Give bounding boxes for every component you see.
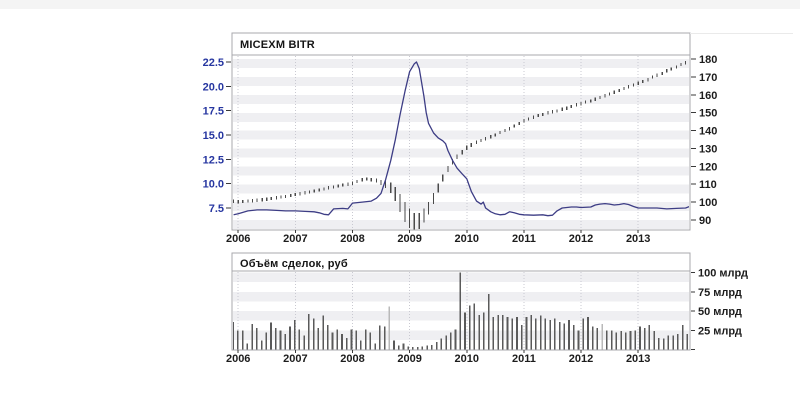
svg-text:22.5: 22.5: [203, 57, 224, 69]
svg-text:120: 120: [699, 161, 717, 173]
svg-text:100: 100: [699, 197, 717, 209]
volume-chart-title: Объём сделок, руб: [240, 258, 348, 270]
svg-text:170: 170: [699, 72, 717, 84]
svg-text:2007: 2007: [283, 353, 307, 365]
svg-text:2006: 2006: [226, 233, 250, 245]
svg-text:20.0: 20.0: [203, 81, 224, 93]
svg-text:17.5: 17.5: [203, 106, 224, 118]
svg-text:160: 160: [699, 90, 717, 102]
svg-text:7.5: 7.5: [209, 203, 224, 215]
svg-text:2011: 2011: [512, 353, 536, 365]
year-axis: 2006 2006 2007 2007 2008 2008 2009 2009 2010 2010…: [226, 230, 650, 365]
svg-text:2010: 2010: [455, 233, 479, 245]
svg-text:140: 140: [699, 126, 717, 138]
page-top-strip: [0, 0, 800, 9]
svg-text:15.0: 15.0: [203, 130, 224, 142]
svg-text:180: 180: [699, 54, 717, 66]
svg-text:2012: 2012: [569, 233, 593, 245]
svg-text:2013: 2013: [626, 353, 650, 365]
svg-text:50 млрд: 50 млрд: [698, 306, 742, 318]
panel-frames: [231, 32, 793, 351]
rate-line-series: [233, 61, 689, 217]
svg-text:25 млрд: 25 млрд: [698, 325, 742, 337]
svg-text:90: 90: [699, 215, 711, 227]
svg-text:110: 110: [699, 179, 717, 191]
svg-text:2013: 2013: [626, 233, 650, 245]
index-dash-series: [233, 61, 687, 230]
svg-text:12.5: 12.5: [203, 154, 224, 166]
svg-text:150: 150: [699, 108, 717, 120]
svg-text:2008: 2008: [340, 233, 364, 245]
svg-text:100 млрд: 100 млрд: [698, 268, 748, 280]
svg-text:130: 130: [699, 143, 717, 155]
volume-axis: 100 млрд 75 млрд 50 млрд 25 млрд: [691, 268, 748, 350]
right-axis: 180 170 160 150 140 130 120 110 100 90: [691, 54, 717, 227]
svg-text:2009: 2009: [397, 233, 421, 245]
svg-text:2008: 2008: [340, 353, 364, 365]
svg-text:2009: 2009: [397, 353, 421, 365]
svg-text:2012: 2012: [569, 353, 593, 365]
svg-text:75 млрд: 75 млрд: [698, 287, 742, 299]
svg-text:2011: 2011: [512, 233, 536, 245]
svg-text:10.0: 10.0: [203, 179, 224, 191]
svg-text:2010: 2010: [455, 353, 479, 365]
left-axis: 22.5 20.0 17.5 15.0 12.5 10.0 7.5: [203, 57, 231, 215]
svg-text:2006: 2006: [226, 353, 250, 365]
volume-bars: [233, 272, 689, 350]
svg-text:2007: 2007: [283, 233, 307, 245]
price-chart-title: MICEXM BITR: [240, 39, 315, 51]
